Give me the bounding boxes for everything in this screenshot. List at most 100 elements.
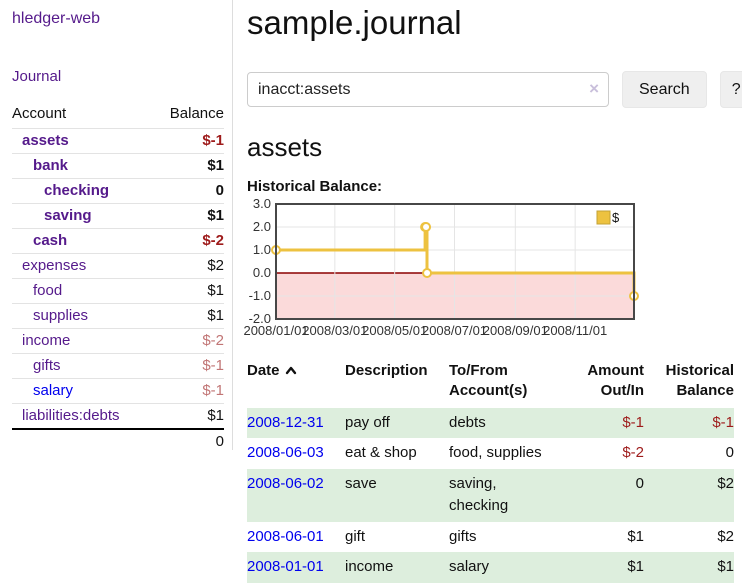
transaction-description: eat & shop bbox=[345, 444, 417, 461]
account-row-cash: cash $-2 bbox=[12, 228, 224, 254]
clear-search-icon[interactable]: × bbox=[589, 79, 599, 98]
transaction-account: saving, checking bbox=[449, 474, 509, 515]
register-row: 2008-06-03 eat & shop food, supplies $-2… bbox=[247, 438, 734, 469]
account-link-expenses[interactable]: expenses bbox=[22, 257, 87, 274]
data-point-marker bbox=[421, 222, 432, 232]
register-header-date-label: Date bbox=[247, 362, 280, 379]
brand-link[interactable]: hledger-web bbox=[12, 10, 101, 27]
search-button[interactable]: Search bbox=[622, 71, 707, 108]
register-table: Date Description To/From Account(s) Amou… bbox=[247, 359, 734, 583]
transaction-date-link[interactable]: 2008-06-03 bbox=[247, 444, 324, 461]
account-row-saving: saving $1 bbox=[12, 203, 224, 229]
transaction-amount: $-2 bbox=[622, 444, 644, 461]
register-row: 2008-12-31 pay off debts $-1 $-1 bbox=[247, 407, 734, 438]
account-link-liabilities-debts[interactable]: liabilities:debts bbox=[22, 407, 120, 424]
account-row-salary: salary $-1 bbox=[12, 378, 224, 404]
account-row-gifts: gifts $-1 bbox=[12, 353, 224, 379]
account-link-checking[interactable]: checking bbox=[44, 182, 110, 199]
account-row-supplies: supplies $1 bbox=[12, 303, 224, 329]
nav-journal-link[interactable]: Journal bbox=[12, 68, 62, 85]
accounts-total-value: 0 bbox=[152, 428, 224, 454]
transaction-account: gifts bbox=[449, 527, 477, 545]
account-balance: $-1 bbox=[152, 353, 224, 379]
register-header-account: To/From Account(s) bbox=[449, 362, 528, 400]
account-link-food[interactable]: food bbox=[33, 282, 63, 299]
register-header-row: Date Description To/From Account(s) Amou… bbox=[247, 359, 734, 408]
transaction-amount: $-1 bbox=[622, 413, 644, 431]
y-axis-tick-label: 1.0 bbox=[253, 242, 271, 257]
chart-title: Historical Balance: bbox=[247, 178, 383, 195]
x-axis-tick-label: 2008/09/01 bbox=[483, 323, 548, 338]
transaction-balance: $-1 bbox=[712, 413, 734, 431]
register-row: 2008-06-02 save saving, checking 0 $2 bbox=[247, 468, 734, 522]
account-balance: $-2 bbox=[152, 328, 224, 354]
register-row: 2008-01-01 income salary $1 $1 bbox=[247, 552, 734, 583]
transaction-account: food, supplies bbox=[449, 444, 542, 461]
accounts-header-account: Account bbox=[12, 105, 67, 122]
transaction-balance: 0 bbox=[725, 444, 734, 461]
transaction-date-link[interactable]: 2008-01-01 bbox=[247, 558, 324, 575]
account-link-assets[interactable]: assets bbox=[22, 132, 69, 149]
x-axis-tick-label: 2008/11/01 bbox=[543, 323, 607, 338]
search-bar: × Search ? bbox=[247, 71, 742, 108]
account-balance: $2 bbox=[152, 253, 224, 279]
help-button[interactable]: ? bbox=[719, 71, 742, 108]
register-header-balance: Historical Balance bbox=[665, 362, 734, 400]
transaction-description: gift bbox=[345, 527, 366, 545]
account-balance: $-2 bbox=[152, 228, 224, 254]
transaction-balance: $2 bbox=[717, 474, 734, 492]
register-header-amount: Amount Out/In bbox=[587, 362, 644, 400]
sort-ascending-icon bbox=[285, 361, 297, 381]
transaction-amount: $1 bbox=[627, 527, 644, 545]
transaction-amount: 0 bbox=[635, 474, 644, 492]
account-balance: 0 bbox=[152, 178, 224, 204]
account-row-liabilities-debts: liabilities:debts $1 bbox=[12, 403, 224, 429]
transaction-description: pay off bbox=[345, 413, 390, 431]
account-balance: $1 bbox=[152, 303, 224, 329]
account-row-expenses: expenses $2 bbox=[12, 253, 224, 279]
transaction-amount: $1 bbox=[627, 558, 644, 575]
register-header-description: Description bbox=[345, 362, 428, 379]
legend-label: $ bbox=[612, 210, 620, 225]
page-title: sample.journal bbox=[247, 4, 462, 41]
sidebar: hledger-web Journal Account Balance asse… bbox=[0, 0, 233, 454]
account-row-income: income $-2 bbox=[12, 328, 224, 354]
legend-swatch bbox=[596, 210, 611, 225]
transaction-description: save bbox=[345, 474, 377, 492]
plot-border bbox=[275, 203, 635, 320]
x-axis-tick-label: 2008/01/01 bbox=[243, 323, 308, 338]
account-row-checking: checking 0 bbox=[12, 178, 224, 204]
account-row-assets: assets $-1 bbox=[12, 128, 224, 154]
transaction-date-link[interactable]: 2008-06-02 bbox=[247, 474, 324, 492]
account-link-supplies[interactable]: supplies bbox=[33, 307, 89, 324]
accounts-total-row: 0 bbox=[12, 428, 224, 454]
account-balance: $1 bbox=[152, 203, 224, 229]
transaction-date-link[interactable]: 2008-12-31 bbox=[247, 413, 324, 431]
account-balance: $-1 bbox=[152, 378, 224, 404]
account-link-income[interactable]: income bbox=[22, 332, 71, 349]
transaction-balance: $1 bbox=[717, 558, 734, 575]
account-link-bank[interactable]: bank bbox=[33, 157, 69, 174]
account-row-bank: bank $1 bbox=[12, 153, 224, 179]
account-balance: $1 bbox=[152, 153, 224, 179]
account-link-cash[interactable]: cash bbox=[33, 232, 68, 249]
transaction-date-link[interactable]: 2008-06-01 bbox=[247, 527, 324, 545]
search-input[interactable] bbox=[247, 72, 609, 107]
account-balance: $-1 bbox=[152, 128, 224, 154]
y-axis-tick-label: -2.0 bbox=[249, 311, 271, 326]
y-axis-tick-label: 2.0 bbox=[253, 219, 271, 234]
accounts-table: Account Balance assets $-1 bank $1 check… bbox=[12, 102, 224, 454]
x-axis-tick-label: 2008/07/01 bbox=[422, 323, 487, 338]
account-balance: $1 bbox=[152, 403, 224, 429]
account-link-saving[interactable]: saving bbox=[44, 207, 92, 224]
y-axis-tick-label: -1.0 bbox=[249, 288, 271, 303]
account-link-gifts[interactable]: gifts bbox=[33, 357, 61, 374]
x-axis-tick-label: 2008/03/01 bbox=[302, 323, 367, 338]
y-axis-tick-label: 3.0 bbox=[253, 196, 271, 211]
y-axis-tick-label: 0.0 bbox=[253, 265, 271, 280]
x-axis-tick-label: 2008/05/01 bbox=[362, 323, 427, 338]
account-link-salary[interactable]: salary bbox=[33, 382, 74, 399]
register-row: 2008-06-01 gift gifts $1 $2 bbox=[247, 522, 734, 553]
register-header-date[interactable]: Date bbox=[247, 359, 345, 408]
